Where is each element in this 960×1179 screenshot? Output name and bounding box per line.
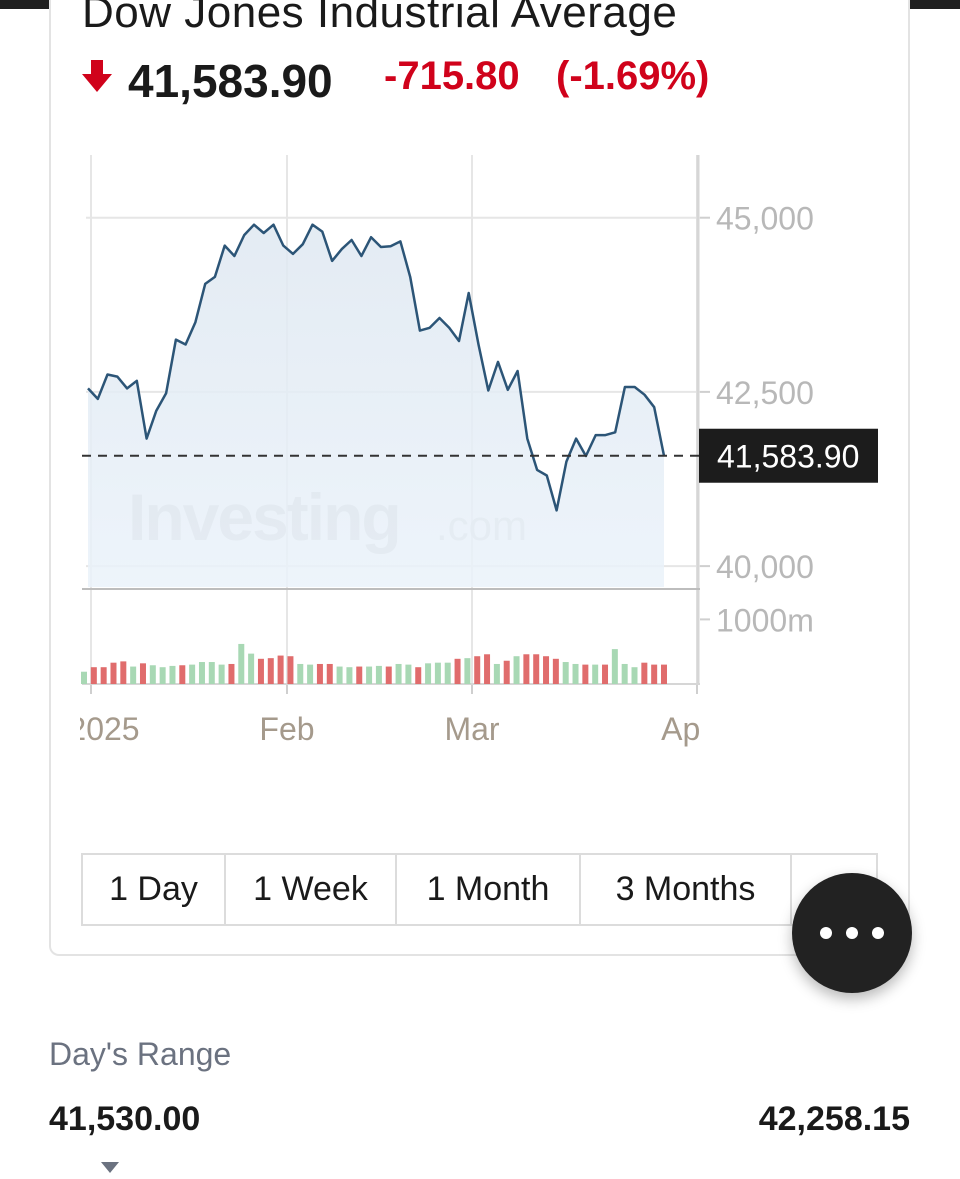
volume-bar — [169, 665, 176, 684]
price-change: -715.80 — [384, 54, 520, 98]
volume-bar — [641, 662, 648, 684]
volume-bar — [375, 665, 382, 684]
volume-bar — [149, 665, 156, 684]
volume-bar — [316, 663, 323, 684]
volume-bar — [356, 666, 363, 684]
tab-3-months[interactable]: 3 Months — [581, 855, 792, 924]
volume-bar — [651, 664, 658, 684]
volume-bar — [277, 655, 284, 684]
last-price-label: 41,583.90 — [717, 439, 859, 475]
volume-bar — [425, 663, 432, 684]
price-row: 41,583.90 -715.80 (-1.69%) — [82, 52, 902, 112]
volume-bar — [248, 653, 255, 684]
volume-bar — [405, 664, 412, 684]
volume-bar — [533, 654, 540, 684]
volume-bar — [661, 664, 667, 684]
volume-bar — [198, 662, 205, 684]
volume-bar — [110, 662, 117, 684]
volume-bar — [543, 656, 550, 684]
x-tick-label: Feb — [259, 711, 314, 747]
x-tick-label: 2025 — [68, 711, 139, 747]
volume-bar — [444, 662, 451, 684]
volume-bar — [454, 658, 461, 684]
volume-bar — [90, 667, 97, 684]
tab-1-day[interactable]: 1 Day — [83, 855, 226, 924]
days-range-high: 42,258.15 — [758, 1100, 910, 1138]
volume-bar — [130, 666, 137, 684]
y-tick-label: 40,000 — [716, 549, 814, 585]
price-line — [87, 223, 666, 512]
more-options-button[interactable] — [792, 873, 912, 993]
volume-bar — [611, 649, 618, 684]
volume-bar — [552, 658, 559, 684]
volume-bar — [287, 656, 294, 684]
volume-bar — [464, 658, 471, 684]
volume-bar — [395, 663, 402, 684]
volume-bar — [572, 663, 579, 684]
volume-bar — [208, 662, 215, 684]
volume-bar — [228, 663, 235, 684]
triangle-down-icon — [101, 1162, 119, 1173]
volume-bar — [326, 663, 333, 684]
last-price-label-box — [699, 428, 878, 483]
price-area-fill — [88, 224, 664, 587]
volume-bar — [484, 654, 491, 684]
volume-bar — [503, 660, 510, 684]
more-horizontal-icon — [820, 927, 832, 939]
volume-bar — [592, 664, 599, 684]
volume-bar — [415, 667, 422, 684]
volume-bar — [346, 667, 353, 684]
tab-1-week[interactable]: 1 Week — [226, 855, 397, 924]
volume-bar — [218, 664, 225, 684]
volume-bar — [336, 666, 343, 684]
volume-bar — [189, 664, 196, 684]
price-change-percent: (-1.69%) — [556, 54, 710, 98]
volume-bar — [562, 662, 569, 684]
tab-1-month[interactable]: 1 Month — [397, 855, 581, 924]
volume-bar — [159, 667, 166, 684]
more-horizontal-icon — [846, 927, 858, 939]
x-tick-label: Mar — [444, 711, 499, 747]
last-price: 41,583.90 — [128, 55, 333, 107]
volume-bar — [81, 671, 87, 684]
instrument-title: Dow Jones Industrial Average — [82, 0, 678, 37]
volume-bar — [513, 656, 520, 684]
volume-bar — [297, 663, 304, 684]
volume-bar — [582, 664, 589, 684]
days-range-label: Day's Range — [49, 1036, 232, 1072]
volume-bar — [631, 667, 638, 684]
days-range-low: 41,530.00 — [49, 1100, 201, 1138]
volume-bar — [267, 658, 274, 684]
more-horizontal-icon — [872, 927, 884, 939]
volume-bar — [366, 666, 373, 684]
price-chart[interactable]: 45,00042,50040,000Investing.com41,583.90… — [0, 0, 960, 760]
volume-bar — [179, 665, 186, 684]
volume-bar — [238, 643, 245, 684]
volume-bar — [493, 663, 500, 684]
volume-bar — [139, 663, 146, 684]
volume-bar — [474, 656, 481, 684]
x-tick-label: Apr — [661, 711, 711, 747]
timeframe-tabs: 1 Day 1 Week 1 Month 3 Months — [81, 853, 878, 926]
y-tick-label: 42,500 — [716, 375, 814, 411]
volume-bar — [434, 662, 441, 684]
volume-bar — [120, 661, 127, 684]
volume-bar — [602, 664, 609, 684]
volume-bar — [100, 667, 107, 684]
volume-bar — [621, 663, 628, 684]
volume-tick-label: 1000m — [716, 602, 814, 638]
volume-bar — [257, 658, 264, 684]
volume-bar — [385, 666, 392, 684]
arrow-down-icon — [82, 60, 112, 92]
volume-bar — [307, 664, 314, 684]
volume-bar — [523, 654, 530, 684]
y-tick-label: 45,000 — [716, 201, 814, 237]
